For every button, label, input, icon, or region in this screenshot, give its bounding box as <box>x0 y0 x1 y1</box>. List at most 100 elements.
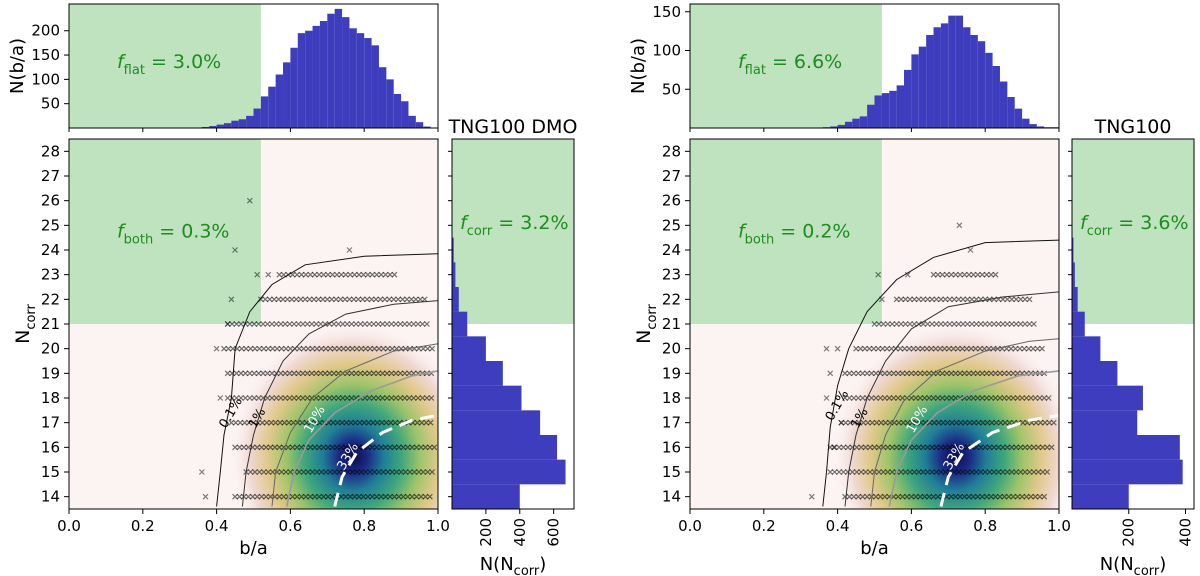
scatter-point <box>935 271 941 278</box>
y-tick-label: 22 <box>41 290 60 308</box>
top-hist-bar <box>371 45 379 129</box>
scatter-point <box>318 469 325 475</box>
scatter-point <box>294 493 300 500</box>
shaded-region <box>690 139 882 324</box>
scatter-point <box>836 469 843 475</box>
scatter-point <box>842 395 848 401</box>
scatter-point <box>370 321 377 327</box>
scatter-point <box>313 321 320 327</box>
scatter-point <box>276 444 283 451</box>
top-hist-bar <box>867 104 875 128</box>
scatter-point <box>388 395 395 401</box>
scatter-point <box>881 493 888 500</box>
y-tick-label: 16 <box>41 438 60 456</box>
scatter-point <box>336 469 343 475</box>
scatter-point <box>950 345 957 352</box>
top-hist-bar <box>1022 118 1030 128</box>
scatter-point <box>986 321 993 327</box>
scatter-point <box>999 321 1006 327</box>
scatter-point <box>302 271 309 278</box>
scatter-point <box>1017 469 1024 475</box>
scatter-point <box>404 493 411 500</box>
top-y-tick-label: 100 <box>652 42 681 60</box>
top-hist-bar <box>283 62 291 129</box>
scatter-point <box>879 345 886 352</box>
scatter-point <box>1013 321 1020 327</box>
scatter-point <box>294 271 300 278</box>
scatter-point <box>895 370 902 377</box>
top-hist-bar <box>852 118 860 128</box>
scatter-point <box>982 321 989 327</box>
scatter-point <box>930 271 937 278</box>
scatter-point <box>368 296 375 303</box>
scatter-point <box>295 370 302 377</box>
scatter-point <box>302 296 309 303</box>
scatter-point <box>420 345 427 352</box>
scatter-point <box>982 296 989 303</box>
scatter-point <box>232 419 239 426</box>
scatter-point <box>305 345 312 352</box>
scatter-point <box>904 271 911 278</box>
scatter-point <box>877 395 884 401</box>
scatter-point <box>387 493 393 500</box>
scatter-point <box>999 469 1006 475</box>
scatter-point <box>956 222 963 229</box>
top-hist-bar <box>231 120 239 128</box>
scatter-point <box>237 419 244 426</box>
scatter-point <box>939 271 946 278</box>
scatter-point <box>347 419 354 426</box>
scatter-point <box>379 395 386 401</box>
scatter-point <box>277 395 284 401</box>
scatter-point <box>342 493 349 500</box>
scatter-point <box>379 321 386 327</box>
scatter-point <box>411 469 418 475</box>
scatter-point <box>232 247 238 253</box>
x-tick-label: 0.8 <box>973 517 997 535</box>
scatter-point <box>912 370 919 377</box>
top-hist-bar <box>216 124 224 128</box>
scatter-point <box>901 345 908 352</box>
scatter-point <box>1026 321 1033 327</box>
scatter-point <box>943 370 950 377</box>
x-tick-label: 0.0 <box>678 517 702 535</box>
top-hist-bar <box>911 54 919 128</box>
right-hist-bar <box>452 484 520 509</box>
scatter-point <box>895 493 902 500</box>
scatter-point <box>988 493 995 500</box>
scatter-point <box>853 345 859 352</box>
scatter-point <box>376 469 382 475</box>
scatter-point <box>908 493 915 500</box>
scatter-point <box>1010 370 1017 377</box>
scatter-point <box>1035 469 1042 475</box>
scatter-point <box>974 370 981 377</box>
x-tick-label: 0.6 <box>278 517 302 535</box>
scatter-point <box>906 345 913 352</box>
scatter-point <box>986 469 993 475</box>
scatter-point <box>951 321 958 327</box>
scatter-point <box>960 444 966 451</box>
scatter-point <box>245 493 252 500</box>
scatter-point <box>991 296 997 303</box>
scatter-point <box>1001 370 1008 377</box>
scatter-point <box>955 444 962 451</box>
scatter-point <box>893 321 900 327</box>
scatter-point <box>421 296 428 303</box>
scatter-point <box>911 296 918 303</box>
scatter-point <box>974 395 981 401</box>
scatter-point <box>984 419 991 426</box>
scatter-point <box>257 296 264 303</box>
scatter-point <box>296 469 303 475</box>
scatter-point <box>971 419 978 426</box>
scatter-point <box>997 493 1003 500</box>
top-hist-bar <box>260 96 269 128</box>
scatter-point <box>935 419 942 426</box>
scatter-point <box>948 395 955 401</box>
scatter-point <box>995 469 1002 475</box>
top-hist-bar <box>223 123 232 128</box>
scatter-point <box>331 395 337 401</box>
scatter-point <box>251 370 258 377</box>
top-hist-bar <box>837 124 845 128</box>
scatter-point <box>333 271 340 278</box>
scatter-point <box>924 469 931 475</box>
scatter-point <box>304 370 311 377</box>
